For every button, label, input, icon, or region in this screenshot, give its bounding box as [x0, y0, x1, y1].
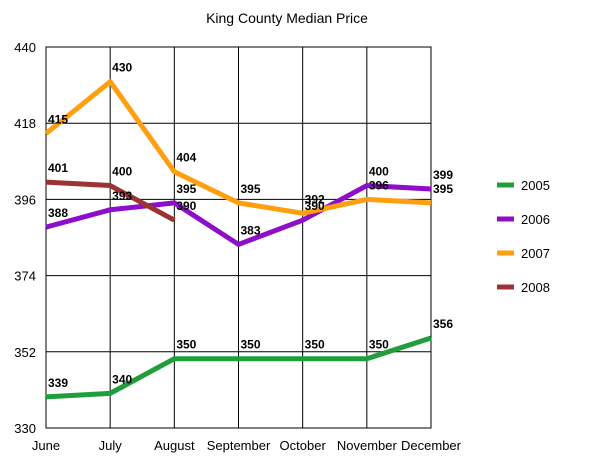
- legend-label: 2005: [521, 178, 550, 193]
- data-label: 430: [112, 61, 132, 75]
- data-label: 390: [176, 199, 196, 213]
- data-label: 350: [176, 338, 196, 352]
- data-label: 356: [433, 317, 453, 331]
- data-label: 392: [305, 192, 325, 206]
- data-label: 393: [112, 189, 132, 203]
- series-line-2005: [45, 335, 432, 400]
- series-line-2008: [45, 179, 176, 223]
- x-axis: June July August September October November De…: [32, 438, 462, 453]
- data-label: 350: [369, 338, 389, 352]
- series-line-2007: [44, 79, 432, 216]
- data-label: 350: [240, 338, 260, 352]
- y-axis: 330 352 374 396 418 440: [14, 40, 36, 436]
- data-label: 401: [48, 161, 68, 175]
- data-label: 395: [240, 182, 260, 196]
- data-label: 415: [48, 113, 68, 127]
- data-label: 350: [305, 338, 325, 352]
- x-tick-label: October: [280, 438, 327, 453]
- x-tick-label: August: [154, 438, 195, 453]
- data-label: 395: [433, 182, 453, 196]
- data-label: 340: [112, 372, 132, 386]
- legend-label: 2008: [521, 280, 550, 295]
- y-tick-label: 396: [14, 192, 36, 207]
- data-label: 390: [305, 199, 325, 213]
- series-line-2006: [45, 183, 432, 247]
- data-label: 395: [176, 182, 196, 196]
- x-tick-label: November: [337, 438, 398, 453]
- y-tick-label: 418: [14, 116, 36, 131]
- data-label: 396: [369, 178, 389, 192]
- x-tick-label: December: [401, 438, 462, 453]
- data-label: 404: [176, 151, 196, 165]
- data-label: 400: [369, 165, 389, 179]
- data-label: 383: [240, 223, 260, 237]
- data-label: 400: [112, 165, 132, 179]
- y-tick-label: 374: [14, 269, 36, 284]
- legend-label: 2006: [521, 212, 550, 227]
- data-label: 388: [48, 206, 68, 220]
- x-tick-label: July: [99, 438, 123, 453]
- x-tick-label: June: [32, 438, 60, 453]
- legend-label: 2007: [521, 246, 550, 261]
- x-tick-label: September: [207, 438, 271, 453]
- y-tick-label: 440: [14, 40, 36, 55]
- series-lines: [44, 79, 432, 400]
- chart-title: King County Median Price: [206, 10, 368, 26]
- y-tick-label: 352: [14, 345, 36, 360]
- data-label: 399: [433, 168, 453, 182]
- grid: [45, 46, 432, 429]
- data-label: 339: [48, 376, 68, 390]
- y-tick-label: 330: [14, 421, 36, 436]
- legend: 2005 2006 2007 2008: [497, 178, 550, 295]
